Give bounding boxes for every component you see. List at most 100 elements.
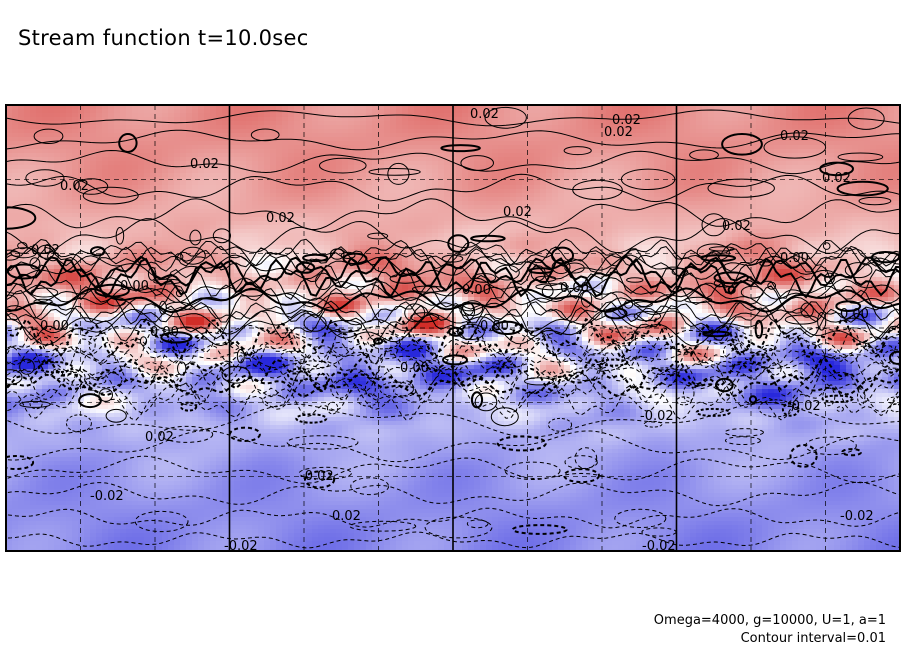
field-cell [270, 141, 277, 146]
field-cell [198, 193, 205, 198]
field-cell [498, 153, 505, 158]
field-cell [882, 105, 889, 110]
field-cell [240, 237, 247, 242]
field-cell [486, 141, 493, 146]
field-cell [132, 173, 139, 178]
field-cell [414, 133, 421, 138]
field-cell [750, 137, 757, 142]
field-cell [270, 133, 277, 138]
field-cell [540, 121, 547, 126]
field-cell [822, 137, 829, 142]
field-cell [420, 149, 427, 154]
field-cell [12, 129, 19, 134]
field-cell [720, 129, 727, 134]
field-cell [756, 161, 763, 166]
field-cell [36, 165, 43, 170]
field-cell [222, 137, 229, 142]
field-cell [762, 225, 769, 230]
field-cell [306, 145, 313, 150]
field-cell [174, 125, 181, 130]
field-cell [492, 145, 499, 150]
field-cell [690, 213, 697, 218]
field-cell [576, 141, 583, 146]
field-cell [324, 177, 331, 182]
field-cell [492, 221, 499, 226]
field-cell [870, 109, 877, 114]
field-cell [612, 233, 619, 238]
field-cell [474, 113, 481, 118]
field-cell [306, 169, 313, 174]
field-cell [780, 105, 787, 110]
field-cell [744, 221, 751, 226]
field-cell [342, 225, 349, 230]
field-cell [420, 129, 427, 134]
field-cell [684, 161, 691, 166]
field-cell [216, 221, 223, 226]
field-cell [420, 213, 427, 218]
field-cell [408, 221, 415, 226]
field-cell [288, 113, 295, 118]
field-cell [144, 181, 151, 186]
field-cell [816, 141, 823, 146]
field-cell [504, 145, 511, 150]
field-cell [378, 185, 385, 190]
field-cell [270, 189, 277, 194]
field-cell [498, 225, 505, 230]
field-cell [606, 225, 613, 230]
field-cell [858, 213, 865, 218]
field-cell [360, 205, 367, 210]
field-cell [726, 153, 733, 158]
field-cell [432, 173, 439, 178]
field-cell [288, 209, 295, 214]
field-cell [246, 105, 253, 110]
field-cell [834, 209, 841, 214]
field-cell [858, 225, 865, 230]
field-cell [222, 141, 229, 146]
field-cell [444, 121, 451, 126]
field-cell [252, 217, 259, 222]
field-cell [738, 161, 745, 166]
field-cell [726, 233, 733, 238]
field-cell [846, 125, 853, 130]
field-cell [666, 141, 673, 146]
field-cell [894, 181, 900, 186]
field-cell [462, 125, 469, 130]
field-cell [756, 193, 763, 198]
field-cell [504, 157, 511, 162]
field-cell [402, 213, 409, 218]
field-cell [726, 193, 733, 198]
field-cell [432, 233, 439, 238]
field-cell [402, 121, 409, 126]
field-cell [180, 157, 187, 162]
field-cell [600, 233, 607, 238]
field-cell [528, 209, 535, 214]
field-cell [30, 189, 37, 194]
field-cell [750, 109, 757, 114]
field-cell [66, 125, 73, 130]
field-cell [306, 177, 313, 182]
field-cell [24, 145, 31, 150]
field-cell [600, 153, 607, 158]
field-cell [894, 197, 900, 202]
field-cell [258, 213, 265, 218]
field-cell [246, 165, 253, 170]
field-cell [156, 153, 163, 158]
field-cell [702, 233, 709, 238]
field-cell [552, 193, 559, 198]
field-cell [654, 129, 661, 134]
field-cell [648, 149, 655, 154]
field-cell [90, 213, 97, 218]
field-cell [132, 129, 139, 134]
field-cell [138, 209, 145, 214]
field-cell [600, 201, 607, 206]
field-cell [276, 193, 283, 198]
field-cell [852, 173, 859, 178]
field-cell [486, 137, 493, 142]
field-cell [684, 125, 691, 130]
field-cell [894, 125, 900, 130]
field-cell [282, 209, 289, 214]
field-cell [888, 201, 895, 206]
field-cell [396, 229, 403, 234]
field-cell [312, 229, 319, 234]
field-cell [786, 149, 793, 154]
